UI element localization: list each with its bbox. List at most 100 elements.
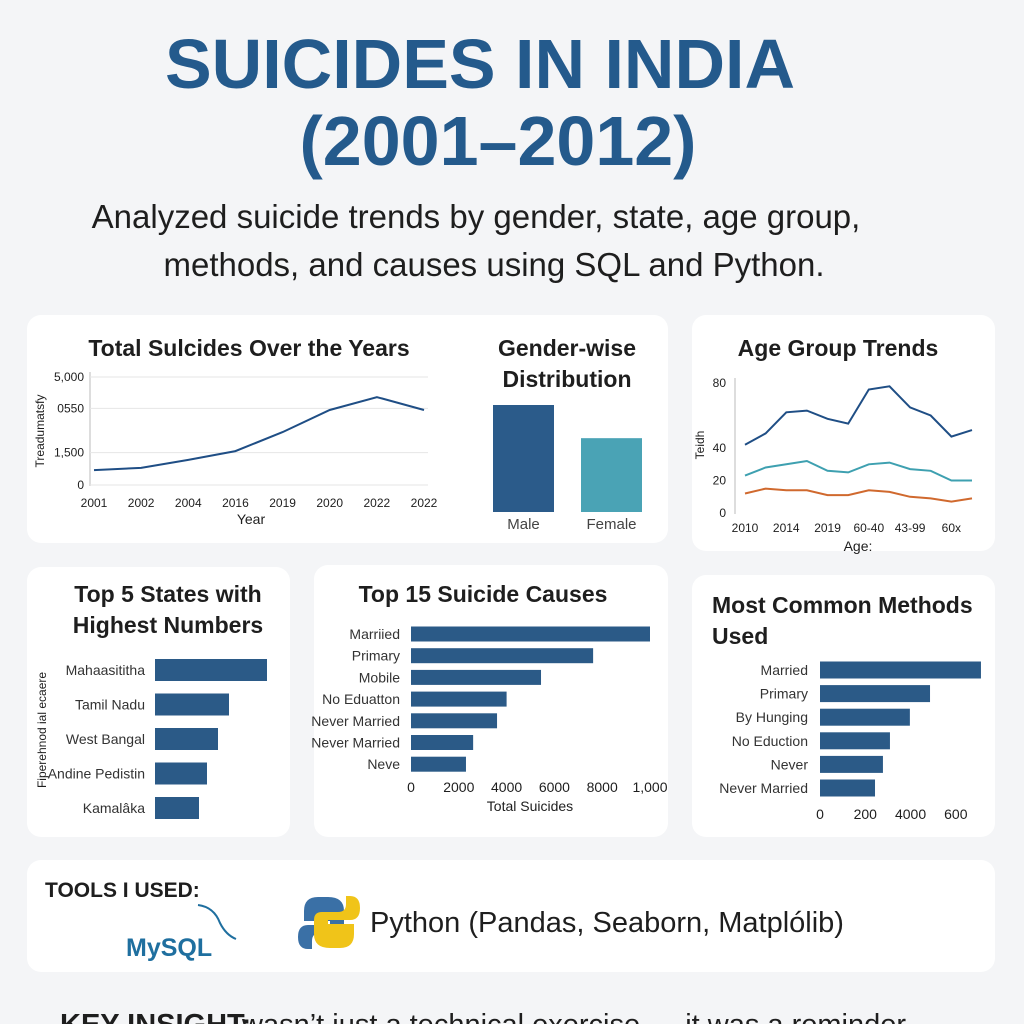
bar	[155, 659, 267, 681]
y-tick-label: Never	[771, 756, 809, 772]
y-tick-label: 0550	[57, 401, 84, 415]
line-series	[744, 459, 972, 482]
bar	[155, 728, 218, 750]
x-tick-label: 2019	[269, 496, 296, 510]
x-axis-title: Year	[237, 511, 266, 527]
page-title: (2001–2012)	[300, 102, 697, 180]
x-tick-label: 2020	[316, 496, 343, 510]
y-axis-title: Fiperehnod ial ecaere	[35, 672, 49, 788]
y-tick-label: Mobile	[359, 669, 400, 685]
y-tick-label: Andine Pedistin	[48, 766, 145, 782]
x-tick-label: 43-99	[895, 521, 926, 535]
chart-title: Age Group Trends	[738, 335, 939, 361]
bar	[820, 779, 876, 797]
line-series	[744, 487, 973, 503]
bar	[155, 693, 229, 716]
card	[692, 575, 995, 837]
y-tick-label: Kamalâka	[83, 800, 145, 816]
x-tick-label: 8000	[587, 779, 618, 795]
bar	[155, 762, 207, 785]
bar	[411, 756, 466, 772]
tools-heading: TOOLS I USED:	[45, 879, 200, 902]
x-tick-label: 2000	[443, 779, 474, 795]
bar	[581, 438, 642, 512]
line-series	[93, 396, 425, 472]
y-tick-label: Marriied	[349, 626, 400, 642]
x-tick-label: 60-40	[853, 521, 884, 535]
y-tick-label: Tamil Nadu	[75, 697, 145, 713]
x-tick-label: 2014	[773, 521, 800, 535]
x-tick-label: 6000	[539, 779, 570, 795]
x-tick-label: 2002	[128, 496, 155, 510]
y-tick-label: Married	[761, 662, 808, 678]
x-tick-label: 1,000	[632, 779, 667, 795]
x-tick-label: 2022	[411, 496, 438, 510]
chart-title: Top 5 States with	[74, 581, 261, 607]
bar	[820, 661, 981, 679]
y-tick-label: No Eduatton	[322, 691, 400, 707]
chart-title: Gender-wise	[498, 335, 636, 361]
y-tick-label: Primary	[352, 648, 400, 664]
y-tick-label: 20	[713, 474, 727, 488]
bar	[820, 685, 931, 703]
y-tick-label: 40	[713, 441, 727, 455]
x-tick-label: 600	[944, 806, 968, 822]
chart-title: Highest Numbers	[73, 612, 263, 638]
x-axis-title: Age:	[844, 538, 873, 554]
python-logo	[298, 896, 360, 949]
subtitle: Analyzed suicide trends by gender, state…	[92, 198, 861, 235]
bar	[411, 648, 594, 664]
bar	[820, 755, 883, 773]
y-tick-label: By Hunging	[736, 709, 808, 725]
x-tick-label: 200	[854, 806, 878, 822]
chart-title: Most Common Methods	[712, 592, 973, 618]
y-tick-label: West Bangal	[66, 731, 145, 747]
y-axis-title: Teidh	[693, 431, 707, 460]
y-tick-label: Never Married	[311, 735, 400, 751]
card	[27, 860, 995, 972]
subtitle: methods, and causes using SQL and Python…	[163, 246, 824, 283]
x-tick-label: 2010	[732, 521, 759, 535]
x-tick-label: 4000	[895, 806, 926, 822]
y-tick-label: 80	[713, 376, 727, 390]
python-label: Python (Pandas, Seaborn, Matplólib)	[370, 907, 844, 939]
y-tick-label: No Eduction	[732, 733, 808, 749]
y-tick-label: Never Married	[719, 780, 808, 796]
chart-title: Distribution	[502, 366, 631, 392]
chart-title: Top 15 Suicide Causes	[359, 581, 608, 607]
x-tick-label: 2016	[222, 496, 249, 510]
y-tick-label: 0	[77, 478, 84, 492]
y-axis-title: Treadumatsfy	[33, 395, 47, 468]
bar	[411, 713, 498, 729]
chart-title: Total Sulcides Over the Years	[88, 335, 409, 361]
bar	[820, 708, 910, 726]
x-axis-title: Total Suicides	[487, 798, 573, 814]
x-tick-label: 2001	[81, 496, 108, 510]
bar	[820, 732, 890, 750]
y-tick-label: 1,500	[54, 446, 84, 460]
x-tick-label: 2019	[814, 521, 841, 535]
mysql-logo: MySQL	[126, 934, 212, 962]
card	[692, 315, 995, 551]
y-tick-label: 5,000	[54, 370, 84, 384]
y-tick-label: Mahaasititha	[66, 662, 146, 678]
line-series	[744, 385, 973, 446]
x-tick-label: 0	[407, 779, 415, 795]
x-tick-label: Female	[586, 516, 636, 533]
insight-text: wasn’t just a technical exercise — it wa…	[241, 1009, 906, 1024]
x-tick-label: Male	[507, 516, 540, 533]
x-tick-label: 60x	[942, 521, 961, 535]
bar	[411, 669, 542, 685]
bar	[411, 691, 507, 707]
bar	[411, 735, 474, 750]
y-tick-label: Neve	[367, 756, 400, 772]
y-tick-label: Never Married	[311, 713, 400, 729]
mysql-dolphin	[197, 904, 237, 940]
x-tick-label: 4000	[491, 779, 522, 795]
bar	[493, 405, 554, 512]
x-tick-label: 2004	[175, 496, 202, 510]
x-tick-label: 0	[816, 806, 824, 822]
bar	[155, 797, 199, 819]
